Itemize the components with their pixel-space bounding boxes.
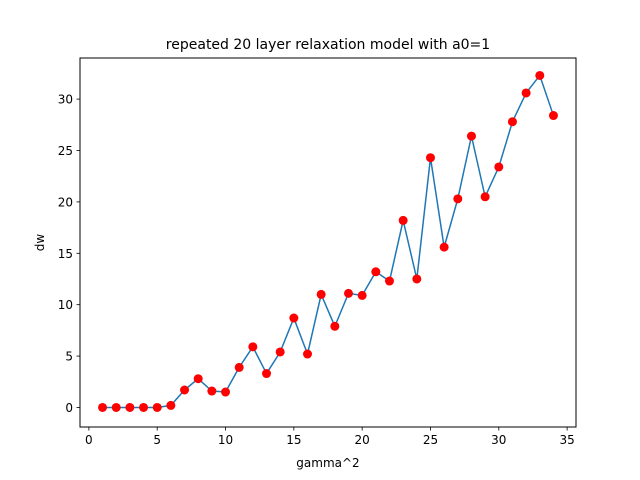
x-tick-label: 15 [286,433,301,447]
data-point [521,88,531,98]
marker-layer [98,70,558,412]
data-point [535,70,545,80]
y-axis-ticks: 0 5 10 15 20 25 30 [58,93,80,415]
x-tick-label: 25 [423,433,438,447]
y-tick-label: 25 [58,144,73,158]
x-tick-label: 0 [85,433,93,447]
x-tick-label: 35 [559,433,574,447]
data-point [248,342,258,352]
data-point [152,402,162,412]
data-line-layer [102,74,555,409]
x-axis-label: gamma^2 [296,456,359,470]
data-point [357,290,367,300]
data-point [289,313,299,323]
data-point [125,402,135,412]
data-point [384,276,394,286]
data-point [398,215,408,225]
plot-frame [79,57,577,428]
data-point [425,153,435,163]
data-point [180,385,190,395]
data-point [221,387,231,397]
data-point [343,288,353,298]
y-tick-label: 10 [58,298,73,312]
data-point [111,402,121,412]
y-tick-label: 15 [58,247,73,261]
data-point [275,347,285,357]
data-point [480,192,490,202]
data-point [316,289,326,299]
x-tick-label: 30 [491,433,506,447]
data-point [98,402,108,412]
data-point [330,321,340,331]
y-tick-label: 5 [65,350,73,364]
data-point [207,386,217,396]
data-point [494,162,504,172]
data-point [166,400,176,410]
y-axis-label: dw [33,234,47,252]
data-point [412,274,422,284]
series-line [102,74,555,409]
data-point [548,111,558,121]
data-point [234,362,244,372]
chart-title: repeated 20 layer relaxation model with … [166,37,490,53]
data-point [193,374,203,384]
y-tick-label: 0 [65,401,73,415]
x-tick-label: 20 [355,433,370,447]
data-point [466,131,476,141]
data-point [303,349,313,359]
x-tick-label: 10 [218,433,233,447]
data-point [453,194,463,204]
data-point [439,242,449,252]
y-tick-label: 20 [58,195,73,209]
y-tick-label: 30 [58,93,73,107]
data-point [262,369,272,379]
x-axis-ticks: 0 5 10 15 20 25 30 35 [85,427,575,447]
data-point [507,117,517,127]
data-point [139,402,149,412]
x-tick-label: 5 [153,433,161,447]
data-point [371,267,381,277]
plot-area [79,57,577,428]
